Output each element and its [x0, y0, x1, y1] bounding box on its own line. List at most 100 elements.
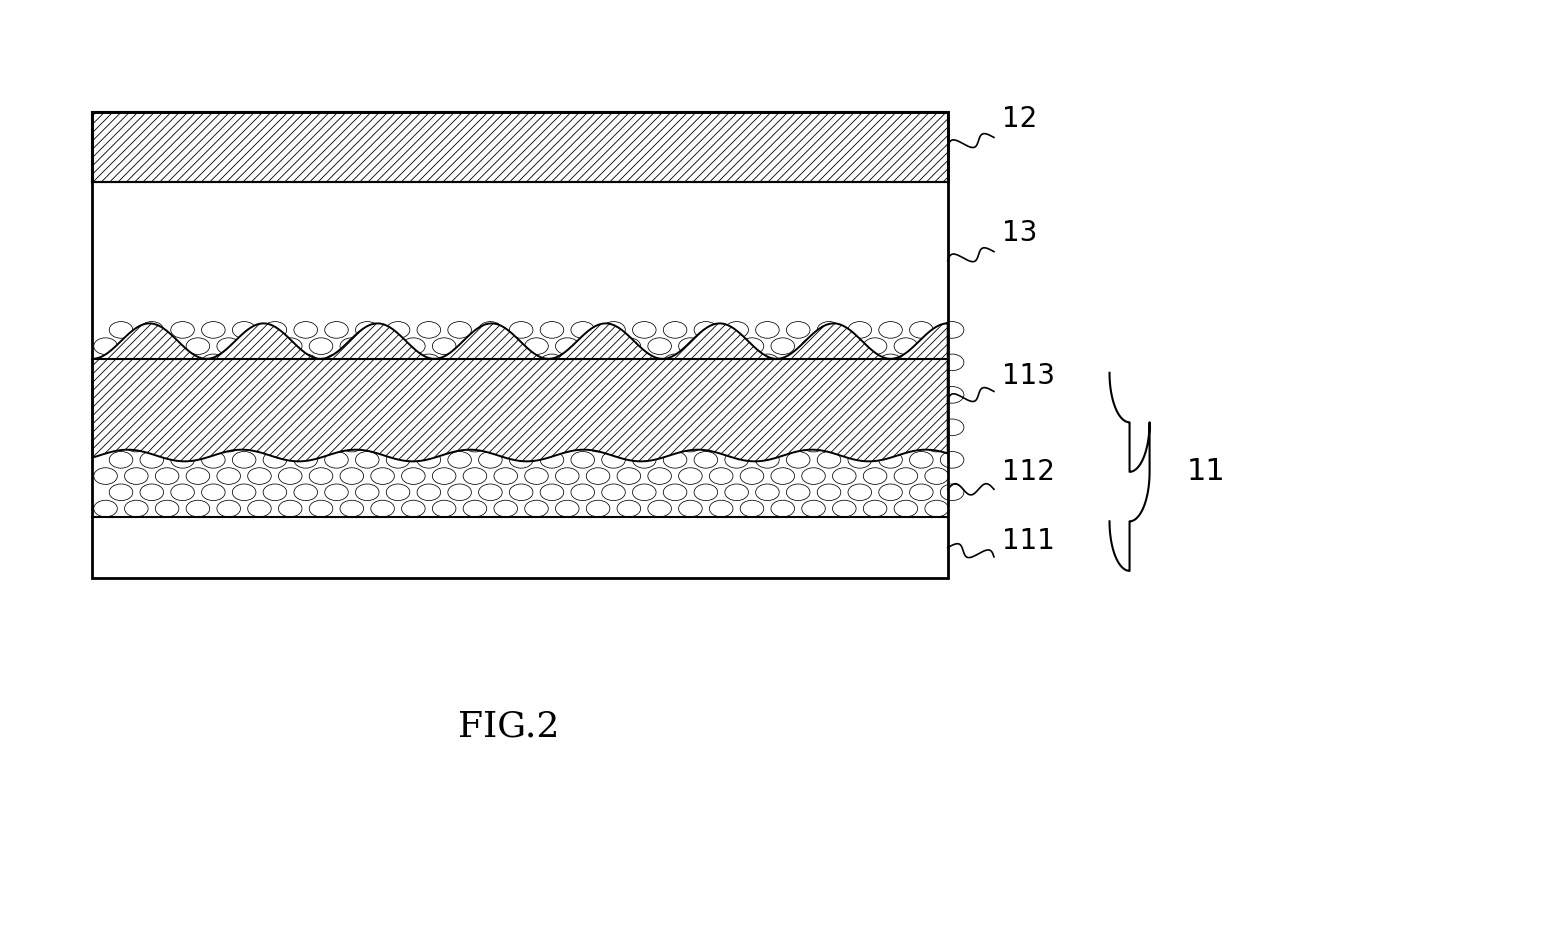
Ellipse shape [894, 370, 918, 387]
Ellipse shape [755, 322, 780, 338]
Bar [92, 112, 948, 182]
Ellipse shape [217, 337, 240, 354]
Ellipse shape [94, 468, 117, 485]
Ellipse shape [572, 451, 595, 468]
Ellipse shape [572, 387, 595, 404]
Ellipse shape [586, 403, 610, 419]
Ellipse shape [709, 370, 734, 387]
Ellipse shape [156, 337, 179, 354]
Ellipse shape [572, 354, 595, 371]
Ellipse shape [202, 387, 225, 404]
Ellipse shape [125, 500, 148, 517]
Ellipse shape [495, 337, 518, 354]
Ellipse shape [541, 322, 564, 338]
Ellipse shape [894, 435, 918, 452]
Ellipse shape [94, 435, 117, 452]
Ellipse shape [863, 403, 888, 419]
Ellipse shape [418, 354, 441, 371]
Ellipse shape [495, 500, 518, 517]
Ellipse shape [125, 337, 148, 354]
Ellipse shape [693, 484, 718, 500]
Ellipse shape [786, 322, 811, 338]
Ellipse shape [433, 435, 456, 452]
Ellipse shape [433, 500, 456, 517]
Ellipse shape [586, 468, 610, 485]
Ellipse shape [801, 468, 826, 485]
Ellipse shape [279, 500, 302, 517]
Ellipse shape [171, 419, 194, 435]
Ellipse shape [186, 500, 210, 517]
Ellipse shape [202, 484, 225, 500]
Ellipse shape [878, 451, 903, 468]
Ellipse shape [678, 500, 703, 517]
Ellipse shape [801, 435, 826, 452]
Ellipse shape [310, 403, 333, 419]
Ellipse shape [541, 484, 564, 500]
Ellipse shape [418, 387, 441, 404]
Ellipse shape [709, 435, 734, 452]
Ellipse shape [832, 337, 857, 354]
Ellipse shape [940, 451, 965, 468]
Ellipse shape [387, 451, 410, 468]
Ellipse shape [418, 484, 441, 500]
Ellipse shape [233, 322, 256, 338]
Ellipse shape [248, 500, 271, 517]
Ellipse shape [632, 451, 656, 468]
Ellipse shape [294, 322, 317, 338]
Ellipse shape [770, 500, 795, 517]
Ellipse shape [510, 322, 533, 338]
Ellipse shape [786, 419, 811, 435]
Ellipse shape [940, 484, 965, 500]
Ellipse shape [171, 451, 194, 468]
Ellipse shape [264, 354, 287, 371]
Ellipse shape [894, 403, 918, 419]
Ellipse shape [678, 403, 703, 419]
Ellipse shape [310, 370, 333, 387]
Ellipse shape [356, 419, 379, 435]
Ellipse shape [186, 337, 210, 354]
Ellipse shape [848, 387, 872, 404]
Ellipse shape [448, 419, 472, 435]
Ellipse shape [387, 322, 410, 338]
Ellipse shape [647, 403, 672, 419]
Ellipse shape [770, 370, 795, 387]
Ellipse shape [217, 468, 240, 485]
Ellipse shape [817, 419, 841, 435]
Ellipse shape [495, 435, 518, 452]
Ellipse shape [909, 419, 934, 435]
Ellipse shape [510, 484, 533, 500]
Ellipse shape [693, 419, 718, 435]
Ellipse shape [279, 337, 302, 354]
Ellipse shape [663, 354, 687, 371]
Ellipse shape [801, 337, 826, 354]
Ellipse shape [693, 451, 718, 468]
Ellipse shape [925, 500, 948, 517]
Ellipse shape [740, 403, 764, 419]
Ellipse shape [125, 435, 148, 452]
Ellipse shape [94, 500, 117, 517]
Ellipse shape [418, 322, 441, 338]
Ellipse shape [448, 354, 472, 371]
Ellipse shape [371, 435, 394, 452]
Ellipse shape [724, 322, 749, 338]
Ellipse shape [479, 451, 502, 468]
Ellipse shape [448, 451, 472, 468]
Bar [92, 182, 948, 359]
Ellipse shape [186, 403, 210, 419]
Ellipse shape [740, 500, 764, 517]
Ellipse shape [863, 370, 888, 387]
Ellipse shape [555, 435, 579, 452]
Ellipse shape [601, 387, 626, 404]
Ellipse shape [786, 387, 811, 404]
Ellipse shape [848, 484, 872, 500]
Ellipse shape [894, 468, 918, 485]
Ellipse shape [464, 403, 487, 419]
Ellipse shape [770, 337, 795, 354]
Ellipse shape [925, 468, 948, 485]
Ellipse shape [863, 468, 888, 485]
Ellipse shape [663, 387, 687, 404]
Ellipse shape [464, 468, 487, 485]
Ellipse shape [402, 500, 425, 517]
Bar [92, 517, 948, 578]
Ellipse shape [371, 370, 394, 387]
